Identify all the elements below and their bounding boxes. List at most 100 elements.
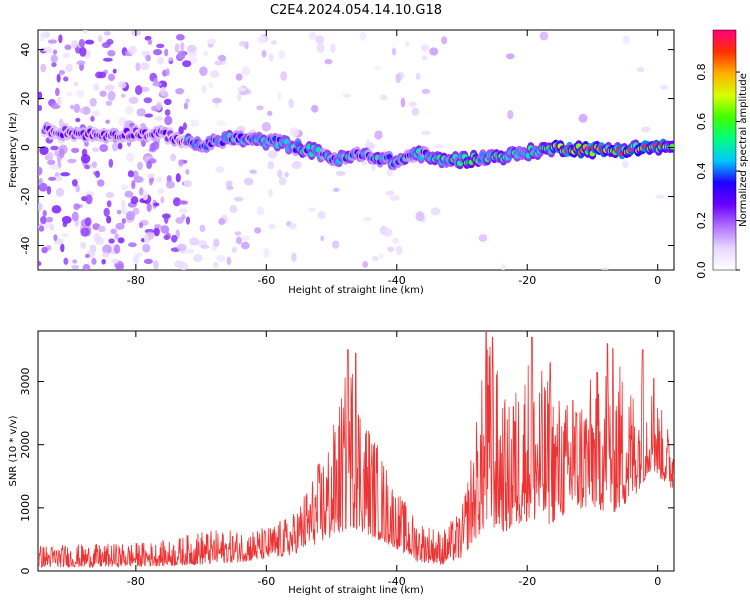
spectrogram-speckle: [421, 130, 431, 136]
spectrogram-speckle: [249, 169, 257, 174]
spectrogram-speckle: [84, 253, 90, 259]
spectrogram-speckle: [38, 177, 43, 185]
spectrogram-x-tick-label: -60: [257, 274, 275, 287]
spectrogram-speckle: [660, 85, 669, 90]
spectrogram-speckle: [288, 98, 294, 108]
spectrogram-speckle: [57, 96, 62, 106]
spectrogram-speckle: [362, 261, 369, 268]
spectrogram-speckle: [102, 57, 113, 62]
spectrogram-speckle: [132, 170, 139, 180]
spectrogram-speckle: [153, 227, 160, 237]
spectrogram-speckle: [42, 46, 47, 52]
spectrogram-speckle: [261, 121, 271, 132]
spectrogram-speckle: [106, 38, 114, 45]
spectrogram-speckle: [147, 173, 155, 179]
spectrogram-speckle: [308, 31, 317, 40]
spectrogram-x-tick-label: -80: [127, 274, 145, 287]
spectrogram-speckle: [189, 56, 198, 64]
spectrogram-speckle: [291, 160, 302, 170]
spectrogram-speckle: [385, 190, 395, 196]
spectrogram-speckle: [153, 260, 159, 270]
spectrogram-speckle: [117, 142, 123, 150]
spectrogram-speckle: [146, 202, 152, 213]
spectrogram-speckle: [56, 73, 61, 83]
spectrogram-speckle: [174, 43, 180, 53]
spectrogram-speckle: [79, 46, 87, 57]
spectrogram-speckle: [156, 43, 165, 49]
spectrogram-speckle: [39, 146, 49, 155]
spectrogram-speckle: [46, 216, 54, 223]
spectrogram-speckle: [206, 38, 217, 45]
spectrogram-speckle: [38, 105, 43, 111]
spectrogram-speckle: [112, 68, 117, 74]
spectrogram-speckle: [76, 89, 85, 98]
spectrogram-speckle: [106, 215, 112, 224]
spectrogram-speckle: [158, 80, 168, 89]
spectrogram-speckle: [359, 31, 367, 41]
spectrogram-speckle: [578, 113, 588, 123]
spectrogram-speckle: [175, 88, 185, 95]
spectrogram-speckle: [160, 225, 170, 234]
spectrogram-speckle: [155, 101, 163, 111]
spectrogram-speckle: [76, 60, 86, 66]
snr-x-axis-label: Height of straight line (km): [288, 585, 424, 596]
spectrogram-speckle: [83, 30, 88, 34]
spectrogram-speckle: [622, 35, 631, 45]
spectrogram-y-tick-label: -20: [19, 188, 32, 206]
spectrogram-speckle: [153, 48, 163, 56]
spectrogram-speckle: [65, 63, 73, 73]
spectrogram-speckle: [400, 97, 406, 108]
spectrogram-speckle: [500, 263, 506, 270]
spectrogram-speckle: [135, 62, 141, 71]
spectrogram-speckle: [176, 243, 187, 252]
spectrogram-speckle: [415, 211, 425, 222]
spectrogram-speckle: [124, 190, 134, 198]
spectrogram-speckle: [215, 166, 225, 174]
spectrogram-speckle: [622, 160, 629, 169]
spectrogram-speckle: [73, 81, 79, 87]
spectrogram-speckle: [241, 235, 250, 241]
spectrogram-speckle: [58, 34, 63, 44]
spectrogram-speckle: [307, 207, 316, 212]
spectrogram-speckle: [121, 218, 126, 224]
spectrogram-speckle: [178, 200, 187, 205]
spectrogram-speckle: [60, 243, 65, 253]
spectrogram-y-tick-label: 0: [19, 144, 32, 151]
spectrogram-speckle: [236, 87, 247, 92]
colorbar: 0.0 0.2 0.4 0.6 0.8 Normalized spectral ampl…: [695, 29, 749, 279]
snr-axes: -80 -60 -40 -20 0 0 1000 2000 3000: [19, 331, 674, 588]
spectrogram-speckle: [52, 175, 63, 182]
spectrogram-speckle: [382, 228, 393, 237]
spectrogram-speckle: [117, 237, 125, 244]
spectrogram-speckle: [103, 31, 111, 36]
spectrogram-speckle: [131, 180, 136, 190]
spectrogram-speckle: [114, 233, 119, 240]
spectrogram-speckle: [107, 73, 116, 82]
spectrogram-speckle: [174, 260, 185, 268]
spectrogram-speckle: [137, 161, 144, 171]
spectrogram-x-axis-label: Height of straight line (km): [288, 285, 424, 296]
spectrogram-speckle: [93, 83, 100, 91]
spectrogram-speckle: [277, 91, 282, 101]
spectrogram-speckle: [72, 259, 78, 264]
snr-y-tick-label: 1000: [19, 494, 32, 522]
spectrogram-speckle: [153, 202, 160, 207]
spectrogram-speckle: [139, 187, 144, 196]
spectrogram-speckle: [108, 238, 115, 244]
spectrogram-speckle: [217, 54, 226, 62]
spectrogram-speckle: [41, 246, 48, 254]
spectrogram-speckle: [363, 216, 372, 222]
spectrogram-speckle: [640, 126, 651, 133]
spectrogram-speckle: [140, 86, 150, 92]
spectrogram-speckle: [268, 223, 276, 230]
colorbar-tick-label: 0.2: [695, 212, 708, 230]
spectrogram-speckle: [189, 237, 200, 246]
spectrogram-y-tick-label: -40: [19, 237, 32, 255]
spectrogram-speckle: [127, 170, 134, 178]
spectrogram-speckle: [110, 228, 118, 235]
spectrogram-speckle: [235, 236, 242, 245]
spectrogram-speckle: [148, 176, 154, 186]
spectrogram-speckle: [185, 248, 195, 255]
spectrogram-speckle: [130, 196, 139, 205]
spectrogram-speckle: [183, 179, 193, 188]
